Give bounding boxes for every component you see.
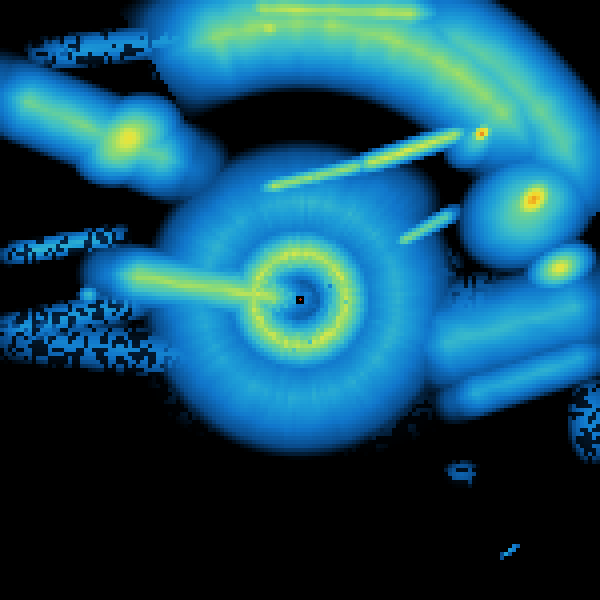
radar-reflectivity-canvas[interactable] bbox=[0, 0, 600, 600]
radar-display-viewport[interactable]: Radar Reflectivity PPI Base Reflectivity… bbox=[0, 0, 600, 600]
